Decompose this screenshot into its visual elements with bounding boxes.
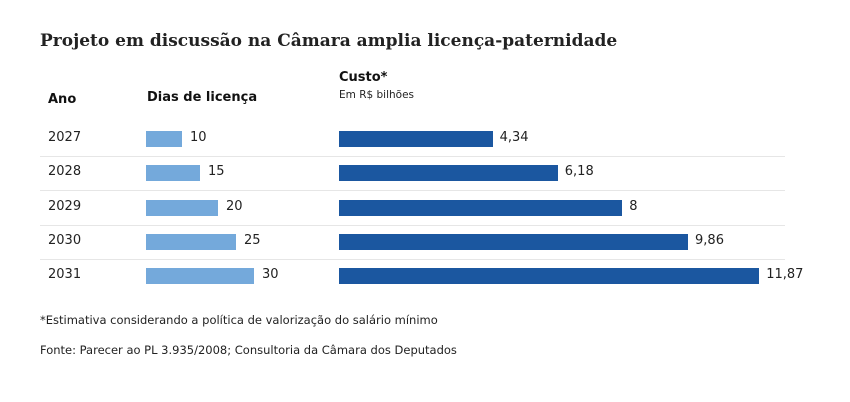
cost-bar (339, 268, 760, 284)
header-year: Ano (48, 92, 77, 107)
days-value-label: 10 (190, 130, 207, 145)
year-label: 2029 (48, 199, 82, 214)
days-value-label: 30 (262, 267, 279, 282)
days-bar (146, 131, 182, 147)
days-value-label: 20 (226, 199, 243, 214)
days-bar (146, 200, 218, 216)
row-divider (40, 156, 785, 157)
header-cost: Custo* (339, 70, 388, 85)
year-label: 2031 (48, 267, 82, 282)
cost-value-label: 8 (629, 199, 638, 214)
year-label: 2028 (48, 164, 82, 179)
row-divider (40, 225, 785, 226)
source-note: Fonte: Parecer ao PL 3.935/2008; Consult… (40, 343, 457, 357)
year-label: 2027 (48, 130, 82, 145)
chart-title: Projeto em discussão na Câmara amplia li… (40, 31, 618, 51)
cost-value-label: 9,86 (695, 233, 724, 248)
days-bar (146, 268, 254, 284)
days-bar (146, 165, 200, 181)
footnote: *Estimativa considerando a política de v… (40, 313, 438, 327)
cost-value-label: 11,87 (766, 267, 804, 282)
row-divider (40, 259, 785, 260)
cost-bar (339, 200, 623, 216)
days-value-label: 15 (208, 164, 225, 179)
year-label: 2030 (48, 233, 82, 248)
cost-value-label: 4,34 (499, 130, 529, 145)
cost-bar (339, 131, 493, 147)
days-bar (146, 234, 236, 250)
cost-bar (339, 165, 558, 181)
cost-bar (339, 234, 689, 250)
cost-value-label: 6,18 (564, 164, 594, 179)
days-value-label: 25 (244, 233, 261, 248)
header-cost-unit: Em R$ bilhões (339, 89, 415, 101)
header-days: Dias de licença (147, 90, 258, 105)
row-divider (40, 190, 785, 191)
